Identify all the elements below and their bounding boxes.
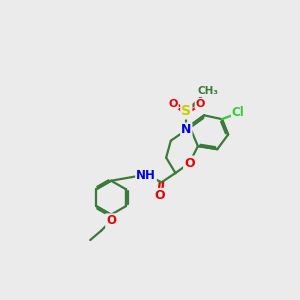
Text: O: O (184, 157, 195, 169)
Text: O: O (106, 214, 116, 227)
Text: N: N (181, 123, 191, 136)
Text: O: O (196, 99, 205, 109)
Text: Cl: Cl (232, 106, 244, 119)
Text: O: O (168, 99, 178, 109)
Text: CH₃: CH₃ (197, 86, 218, 96)
Text: S: S (181, 104, 191, 118)
Text: NH: NH (136, 169, 156, 182)
Text: O: O (154, 189, 165, 202)
